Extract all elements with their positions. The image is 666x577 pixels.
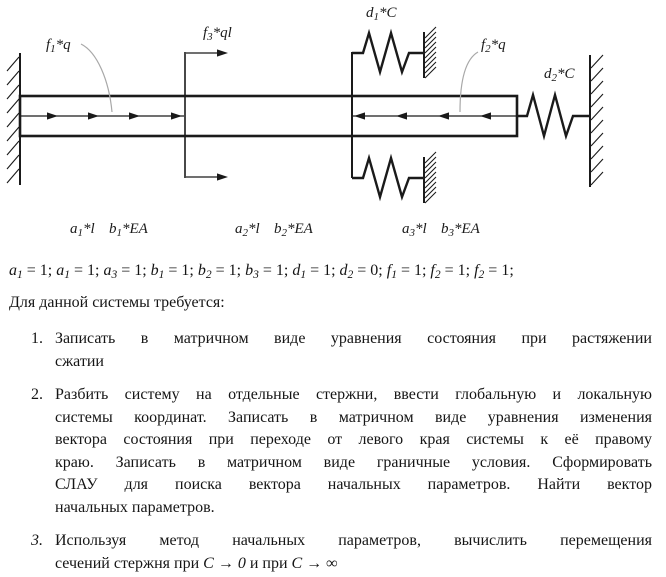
label-segment1-length: a1*l	[70, 221, 95, 239]
distributed-load-left	[21, 112, 184, 120]
parameter: a1 = 1;	[9, 262, 57, 281]
spring-d1-bottom	[352, 153, 423, 202]
parameter: b1 = 1;	[150, 262, 198, 281]
label-f3ql: f3*ql	[203, 25, 232, 43]
anchor-bottom	[423, 151, 437, 204]
label-segment2-stiffness: b2*EA	[274, 221, 314, 239]
parameter: d2 = 0;	[339, 262, 387, 281]
leader-f2	[459, 51, 479, 113]
label-segment3-length: a3*l	[402, 221, 427, 239]
task-item: 3. Используя метод начальных параметров, …	[31, 530, 652, 575]
force-f3-arrows	[186, 49, 228, 181]
label-d1C: d1*C	[366, 5, 398, 23]
leader-f1	[80, 43, 113, 113]
label-d2C: d2*C	[544, 66, 576, 84]
wall-right	[589, 54, 604, 187]
label-segment3-stiffness: b3*EA	[441, 221, 481, 239]
task-number: 1.	[31, 330, 43, 347]
intro-text: Для данной системы требуется:	[9, 294, 225, 311]
task-item: 2. Разбить систему на отдельные стержни, …	[31, 384, 652, 519]
label-f1q: f1*q	[46, 37, 71, 55]
task-text: Используя метод начальных параметров, вы…	[55, 532, 652, 572]
parameter: f2 = 1;	[474, 262, 514, 281]
label-segment1-stiffness: b1*EA	[109, 221, 149, 239]
label-segment2-length: a2*l	[235, 221, 260, 239]
task-number: 2.	[31, 386, 43, 403]
task-item: 1. Записать в матричном виде уравнения со…	[31, 328, 652, 373]
parameter: b3 = 1;	[245, 262, 293, 281]
system-diagram: f1*q f3*ql d1*C f2*q d2*C a1*l b1*EA a2*…	[6, 5, 604, 239]
parameter: d1 = 1;	[292, 262, 340, 281]
task-number: 3.	[31, 532, 43, 549]
task-text: Разбить систему на отдельные стержни, вв…	[55, 386, 652, 516]
parameter: b2 = 1;	[197, 262, 246, 281]
label-f2q: f2*q	[481, 37, 506, 55]
distributed-load-right	[353, 112, 516, 120]
parameters-line: a1 = 1; a1 = 1; a3 = 1; b1 = 1; b2 = 1; …	[0, 260, 666, 282]
parameter: a1 = 1;	[56, 262, 104, 281]
parameter: f2 = 1;	[430, 262, 475, 281]
wall-left	[6, 53, 21, 185]
task-list: 1. Записать в матричном виде уравнения со…	[0, 328, 666, 575]
parameter: a3 = 1;	[103, 262, 151, 281]
parameter: f1 = 1;	[386, 262, 431, 281]
spring-d2	[517, 90, 589, 141]
spring-d1-top	[352, 28, 423, 77]
anchor-top	[423, 26, 437, 79]
task-text: Записать в матричном виде уравнения сост…	[55, 330, 652, 370]
